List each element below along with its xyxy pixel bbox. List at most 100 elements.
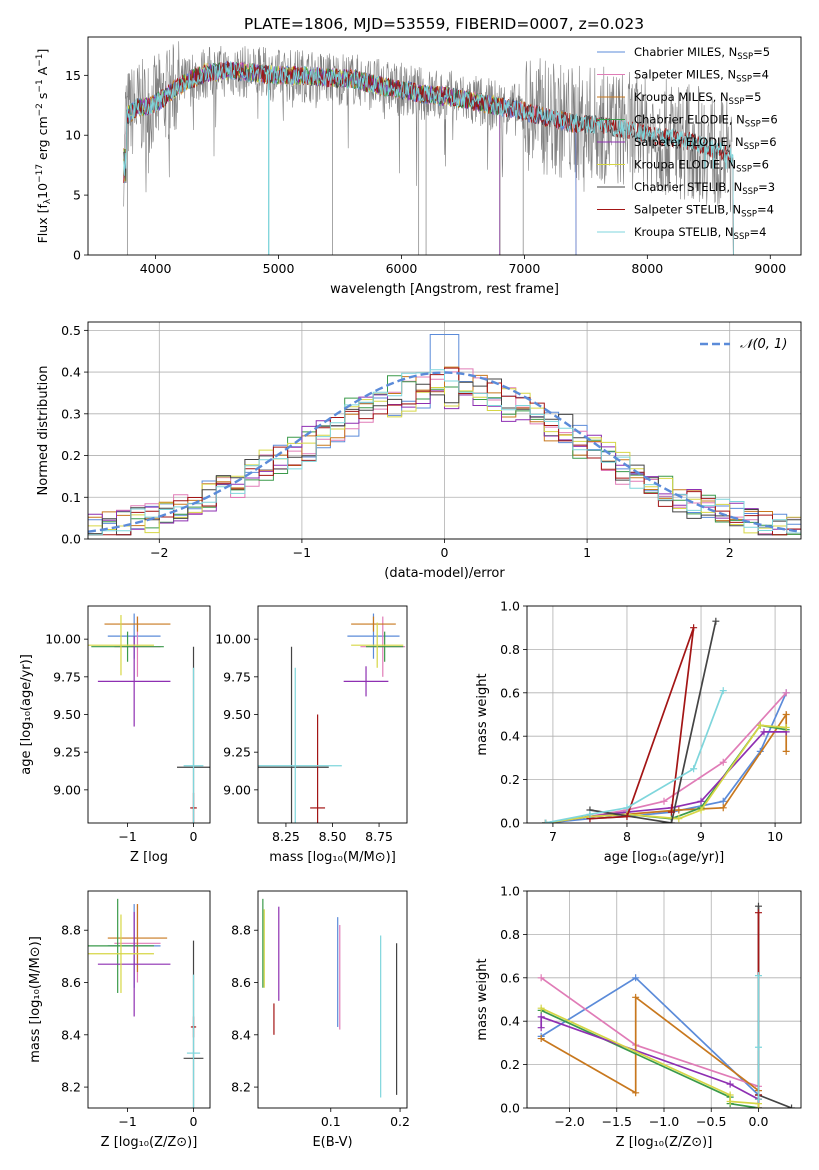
y-tick-label: 0.8 xyxy=(500,927,520,942)
mass-vs-ebv-panel: 0.1 0.2 8.2 8.4 8.6 8.8 E(B-V) xyxy=(231,890,410,1150)
y-tick-label: 10.00 xyxy=(215,632,251,647)
spectrum-panel: 4000 5000 6000 7000 8000 9000 0 5 10 15 wavelength… xyxy=(35,36,802,297)
axes-frame xyxy=(87,36,802,256)
axis-ticks: 7 8 9 10 0.0 0.2 0.4 0.6 0.8 1.0 xyxy=(500,599,783,845)
y-axis-label-part: s xyxy=(35,93,50,104)
y-axis-label: mass [log₁₀(M/M⊙)] xyxy=(28,936,43,1063)
x-tick-label: 0 xyxy=(441,545,449,560)
data-point-marker xyxy=(690,624,698,632)
y-axis-label: age [log₁₀(age/yr)] xyxy=(19,654,34,775)
data-point-marker xyxy=(537,1013,545,1021)
series-line-salpeter-miles xyxy=(545,692,787,823)
plot-area xyxy=(88,613,210,823)
data-point-marker xyxy=(782,689,790,697)
data-point-marker xyxy=(632,974,640,982)
legend-entry: Salpeter MILES, NSSP=4 xyxy=(634,68,769,85)
y-axis-label: mass weight xyxy=(475,673,490,755)
y-axis-label-part: erg cm xyxy=(35,116,50,164)
axis-ticks: −1 0 8.2 8.4 8.6 8.8 xyxy=(61,923,197,1129)
plot-area xyxy=(88,334,801,536)
x-tick-label: 9 xyxy=(697,829,705,844)
legend-entry-count: =6 xyxy=(760,135,777,149)
legend-entry: Salpeter STELIB, NSSP=4 xyxy=(634,203,774,220)
x-axis-label: wavelength [Angstrom, rest frame] xyxy=(330,282,559,297)
data-point-marker xyxy=(697,797,705,805)
plot-area xyxy=(88,898,204,1108)
legend-entry-name: Salpeter ELODIE, N xyxy=(634,135,744,149)
y-axis-label-part: λ xyxy=(43,198,53,204)
y-tick-label: 9.00 xyxy=(223,782,251,797)
observed-spectrum-line xyxy=(123,41,733,213)
y-axis-label-part: −1 xyxy=(35,79,45,92)
data-point-marker xyxy=(632,993,640,1001)
legend-entry-name: Chabrier ELODIE, N xyxy=(634,113,745,127)
data-point-marker xyxy=(782,747,790,755)
legend-entry: Kroupa ELODIE, NSSP=6 xyxy=(634,158,769,175)
y-tick-label: 1.0 xyxy=(500,884,520,899)
x-tick-label: 0.2 xyxy=(390,1114,410,1129)
plot-area xyxy=(542,617,790,823)
y-axis-label-part: −2 xyxy=(35,103,45,116)
grid-lines xyxy=(88,322,801,540)
data-point-marker xyxy=(754,972,762,980)
data-point-marker xyxy=(586,810,594,818)
y-tick-label: 9.50 xyxy=(53,707,81,722)
age-vs-mass-panel: 8.25 8.50 8.75 9.00 9.25 9.50 9.75 10.00 mass [l… xyxy=(215,605,408,865)
x-tick-label: −0.5 xyxy=(696,1114,726,1129)
x-tick-label: 0.0 xyxy=(749,1114,769,1129)
legend-entry: Chabrier ELODIE, NSSP=6 xyxy=(634,113,778,130)
data-point-marker xyxy=(726,1080,734,1088)
y-axis-label-part: −17 xyxy=(35,164,45,183)
data-point-marker xyxy=(719,797,727,805)
series-line-chabrier-miles xyxy=(545,692,787,823)
y-tick-label: 9.00 xyxy=(53,782,81,797)
normal-distribution-curve xyxy=(88,371,799,533)
y-axis-label: Normed distribution xyxy=(36,366,51,496)
data-point-marker xyxy=(660,797,668,805)
legend-entry-subscript: SSP xyxy=(736,165,752,175)
x-tick-label: −1.0 xyxy=(649,1114,679,1129)
x-tick-label: −2.0 xyxy=(554,1114,584,1129)
data-point-marker xyxy=(675,815,683,823)
series-line-kroupa-miles xyxy=(545,711,788,823)
y-tick-label: 10 xyxy=(65,128,81,143)
series-line-salpeter-stelib xyxy=(589,627,695,820)
data-point-marker xyxy=(537,1004,545,1012)
data-point-marker xyxy=(754,1043,762,1051)
plot-area xyxy=(123,41,734,255)
data-point-marker xyxy=(754,1104,762,1108)
y-axis-label-part: 10 xyxy=(35,183,50,199)
y-tick-label: 8.6 xyxy=(61,975,81,990)
y-tick-label: 1.0 xyxy=(500,599,520,614)
data-point-marker xyxy=(537,1035,545,1043)
data-point-marker xyxy=(782,724,790,732)
x-tick-label: 9000 xyxy=(754,261,786,276)
y-tick-label: 9.50 xyxy=(223,707,251,722)
data-point-marker xyxy=(632,1089,640,1097)
x-tick-label: 8.75 xyxy=(365,829,393,844)
plot-area xyxy=(537,902,796,1108)
legend-entry: Chabrier MILES, NSSP=5 xyxy=(634,45,770,62)
data-point-marker xyxy=(537,974,545,982)
y-tick-label: 8.4 xyxy=(231,1027,251,1042)
x-tick-label: 0 xyxy=(190,1114,198,1129)
data-point-marker xyxy=(754,909,762,917)
y-tick-label: 0.4 xyxy=(500,729,520,744)
legend-entry: Kroupa STELIB, NSSP=4 xyxy=(634,225,766,242)
x-axis-label: Z [log₁₀(Z/Z⊙)] xyxy=(101,1135,198,1150)
data-point-marker xyxy=(782,711,790,718)
plot-area xyxy=(258,613,406,823)
x-tick-label: −1 xyxy=(293,545,311,560)
legend-entry-subscript: SSP xyxy=(734,232,750,242)
x-tick-label: 8.50 xyxy=(319,829,347,844)
data-point-marker xyxy=(623,812,631,820)
y-tick-label: 9.25 xyxy=(223,745,251,760)
legend-entry-count: =5 xyxy=(753,45,770,59)
x-tick-label: −1.5 xyxy=(602,1114,632,1129)
legend-entry-name: Chabrier MILES, N xyxy=(634,45,737,59)
axes-frame xyxy=(87,890,211,1109)
x-tick-label: 7000 xyxy=(508,261,540,276)
legend-entry-subscript: SSP xyxy=(729,97,745,107)
x-tick-label: 8.25 xyxy=(272,829,300,844)
x-axis-label: age [log₁₀(age/yr)] xyxy=(604,850,725,865)
